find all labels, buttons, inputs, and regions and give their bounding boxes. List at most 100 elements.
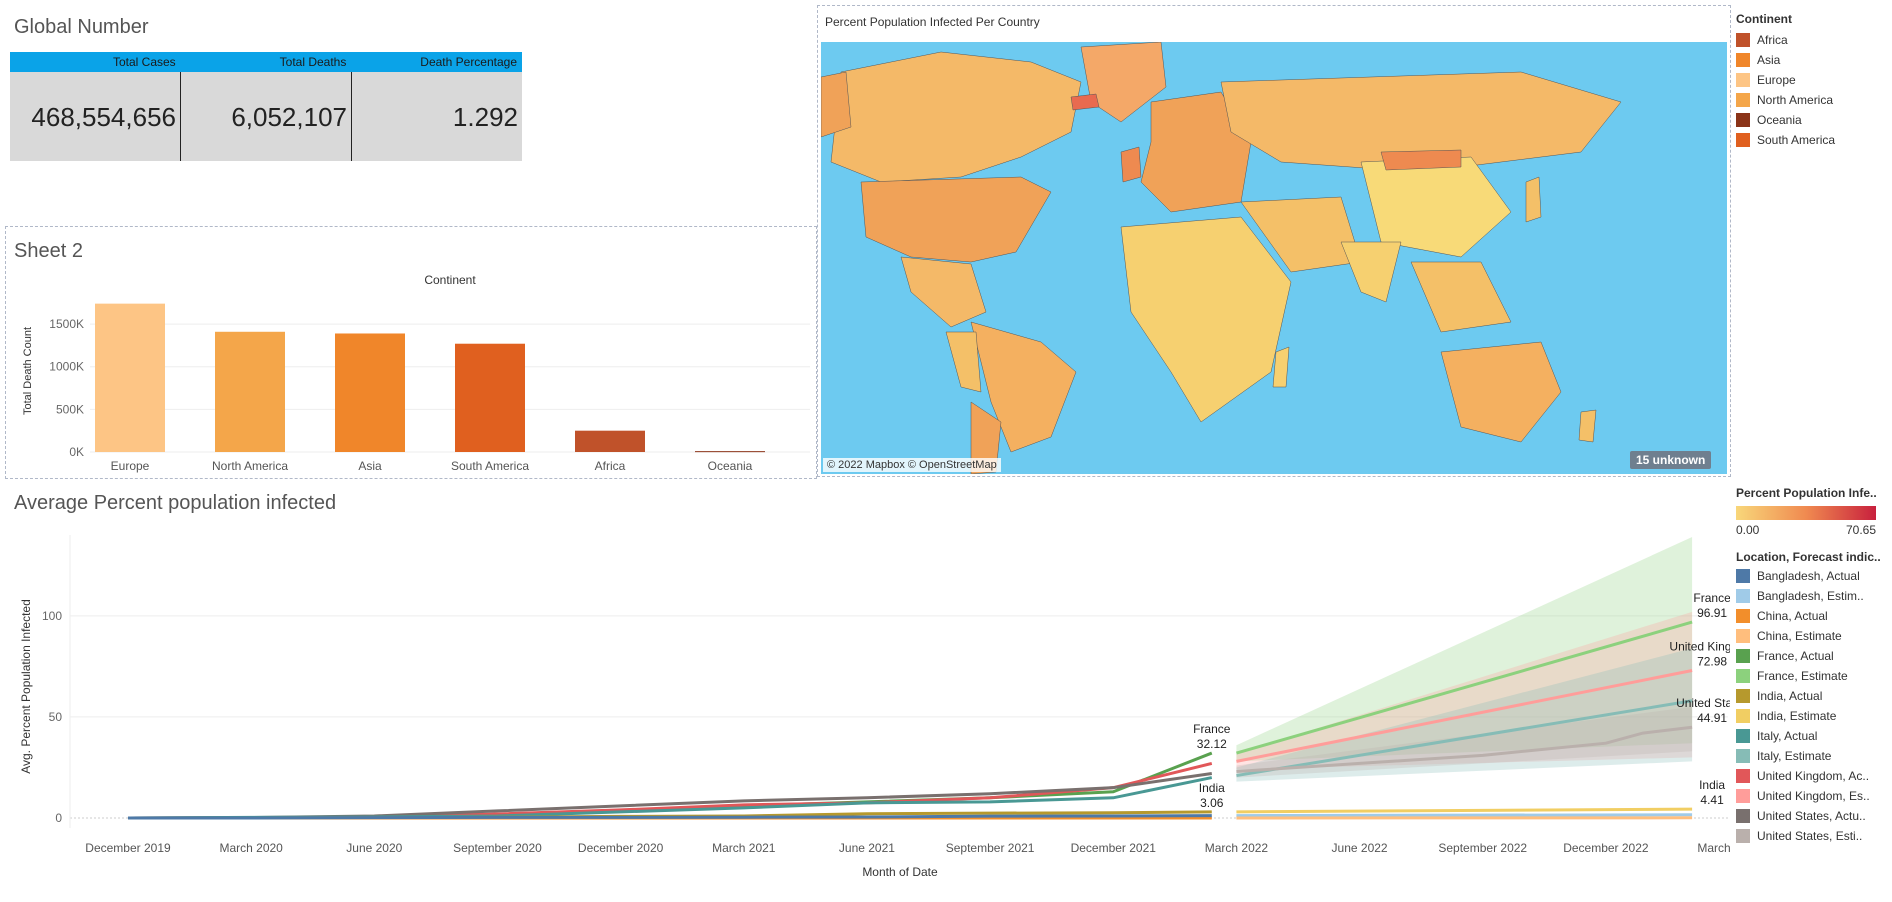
line-x-tick-label: December 2019 xyxy=(85,841,171,855)
line-legend-item[interactable]: India, Actual xyxy=(1736,686,1886,706)
map-panel[interactable] xyxy=(817,5,1731,477)
line-y-axis-label: Avg. Percent Population Infected xyxy=(19,599,33,774)
line-legend-item[interactable]: India, Estimate xyxy=(1736,706,1886,726)
line-y-tick-label: 100 xyxy=(42,609,62,623)
line-x-tick-label: December 2022 xyxy=(1563,841,1649,855)
line-legend-item[interactable]: United States, Actu.. xyxy=(1736,806,1886,826)
continent-legend-item[interactable]: North America xyxy=(1736,90,1886,110)
line-legend-label: Italy, Estimate xyxy=(1757,749,1832,763)
line-legend-swatch xyxy=(1736,689,1750,703)
line-legend-item[interactable]: France, Actual xyxy=(1736,646,1886,666)
line-legend-item[interactable]: Italy, Actual xyxy=(1736,726,1886,746)
line-legend-label: Italy, Actual xyxy=(1757,729,1818,743)
country-southeast-asia xyxy=(1410,261,1512,333)
line-legend-item[interactable]: United Kingdom, Es.. xyxy=(1736,786,1886,806)
infection-line-chart[interactable]: 0 50 100 Avg. Percent Population Infected De… xyxy=(0,520,1730,892)
kpi-header-total-deaths: Total Deaths xyxy=(279,55,347,69)
line-legend-label: United States, Actu.. xyxy=(1757,809,1866,823)
bar-asia[interactable] xyxy=(335,333,405,452)
bar-x-tick-label: Oceania xyxy=(708,459,753,473)
bar-africa[interactable] xyxy=(575,430,645,452)
country-new-zealand xyxy=(1578,409,1597,443)
bar-y-tick-label: 1000K xyxy=(49,360,84,374)
bar-y-tick-label: 1500K xyxy=(49,317,84,331)
kpi-header-total-cases: Total Cases xyxy=(112,55,176,69)
continent-legend-swatch xyxy=(1736,33,1750,47)
country-iceland xyxy=(1070,93,1100,111)
annotation-value: 44.91 xyxy=(1697,711,1727,725)
line-x-tick-label: March 2022 xyxy=(1205,841,1269,855)
kpi-header-row: Total Cases Total Deaths Death Percentag… xyxy=(10,52,522,72)
line-legend-item[interactable]: Bangladesh, Estim.. xyxy=(1736,586,1886,606)
country-brazil xyxy=(970,321,1077,453)
line-x-tick-label: June 2021 xyxy=(839,841,895,855)
annotation-value: 32.12 xyxy=(1197,737,1227,751)
line-legend-swatch xyxy=(1736,609,1750,623)
bar-x-tick-label: Africa xyxy=(595,459,626,473)
kpi-title: Global Number xyxy=(14,16,149,38)
line-legend-label: United Kingdom, Es.. xyxy=(1757,789,1870,803)
bar-europe[interactable] xyxy=(95,303,165,452)
kpi-value-total-deaths: 6,052,107 xyxy=(181,72,352,161)
bar-oceania[interactable] xyxy=(695,451,765,453)
bar-south-america[interactable] xyxy=(455,343,525,452)
line-series-bangladesh-estimate[interactable] xyxy=(1236,813,1693,818)
line-x-tick-label: March 2023 xyxy=(1697,841,1730,855)
continent-legend-item[interactable]: Africa xyxy=(1736,30,1886,50)
gradient-max: 70.65 xyxy=(1845,523,1876,537)
annotation-value: 3.06 xyxy=(1200,796,1224,810)
country-united-states xyxy=(860,176,1052,263)
line-series-united-states-estimate[interactable] xyxy=(1236,725,1693,774)
line-legend-title: Location, Forecast indic.. xyxy=(1736,550,1881,564)
line-series-india-estimate[interactable] xyxy=(1236,807,1693,814)
world-map[interactable] xyxy=(821,42,1727,474)
continent-legend-item[interactable]: Oceania xyxy=(1736,110,1886,130)
continent-legend-label: South America xyxy=(1757,133,1836,147)
line-legend-item[interactable]: Italy, Estimate xyxy=(1736,746,1886,766)
bar-north-america[interactable] xyxy=(215,331,285,452)
line-legend-item[interactable]: United States, Esti.. xyxy=(1736,826,1886,846)
line-y-tick-label: 50 xyxy=(49,710,63,724)
gradient-legend-title: Percent Population Infe.. xyxy=(1736,486,1877,500)
country-peru xyxy=(945,331,982,393)
line-legend-item[interactable]: Bangladesh, Actual xyxy=(1736,566,1886,586)
kpi-value-death-percentage: 1.292 xyxy=(452,102,518,132)
bar-y-tick-label: 0K xyxy=(69,445,84,459)
continent-legend-label: Oceania xyxy=(1757,113,1802,127)
forecast-band-united-kingdom-estimate xyxy=(1236,611,1693,770)
country-mexico xyxy=(900,256,987,328)
line-legend-item[interactable]: France, Estimate xyxy=(1736,666,1886,686)
line-x-tick-label: December 2021 xyxy=(1071,841,1157,855)
map-unknown-badge[interactable]: 15 unknown xyxy=(1630,451,1712,469)
sheet2-panel[interactable] xyxy=(5,226,817,479)
line-legend-item[interactable]: China, Estimate xyxy=(1736,626,1886,646)
annotation-name: United Kingdom xyxy=(1669,639,1730,653)
line-legend-item[interactable]: China, Actual xyxy=(1736,606,1886,626)
bar-x-tick-label: Asia xyxy=(358,459,382,473)
continent-legend-swatch xyxy=(1736,113,1750,127)
continent-legend-item[interactable]: South America xyxy=(1736,130,1886,150)
line-series-bangladesh-actual[interactable] xyxy=(128,814,1212,820)
continent-legend-swatch xyxy=(1736,93,1750,107)
annotation-name: India xyxy=(1199,781,1225,795)
line-series-united-kingdom-estimate[interactable] xyxy=(1236,669,1693,763)
line-x-tick-label: June 2022 xyxy=(1332,841,1388,855)
continent-legend-item[interactable]: Asia xyxy=(1736,50,1886,70)
continent-legend-item[interactable]: Europe xyxy=(1736,70,1886,90)
continent-legend-title: Continent xyxy=(1736,12,1792,26)
annotation-value: 96.91 xyxy=(1697,606,1727,620)
forecast-band-france-estimate xyxy=(1236,537,1693,762)
line-series-france-estimate[interactable] xyxy=(1236,620,1693,755)
map-title: Percent Population Infected Per Country xyxy=(825,15,1040,29)
continent-death-bar-chart[interactable]: Continent Total Death Count 0K 500K 1000K 150… xyxy=(5,270,817,476)
continent-legend-label: Asia xyxy=(1757,53,1781,67)
line-legend-swatch xyxy=(1736,649,1750,663)
country-uk xyxy=(1120,146,1142,183)
line-legend-item[interactable]: United Kingdom, Ac.. xyxy=(1736,766,1886,786)
annotation-name: United States xyxy=(1676,696,1730,710)
gradient-min: 0.00 xyxy=(1736,523,1760,537)
gradient-bar xyxy=(1736,506,1876,520)
annotation-name: France xyxy=(1693,591,1730,605)
line-series-italy-estimate[interactable] xyxy=(1236,699,1693,778)
line-x-axis-label: Month of Date xyxy=(862,865,938,879)
